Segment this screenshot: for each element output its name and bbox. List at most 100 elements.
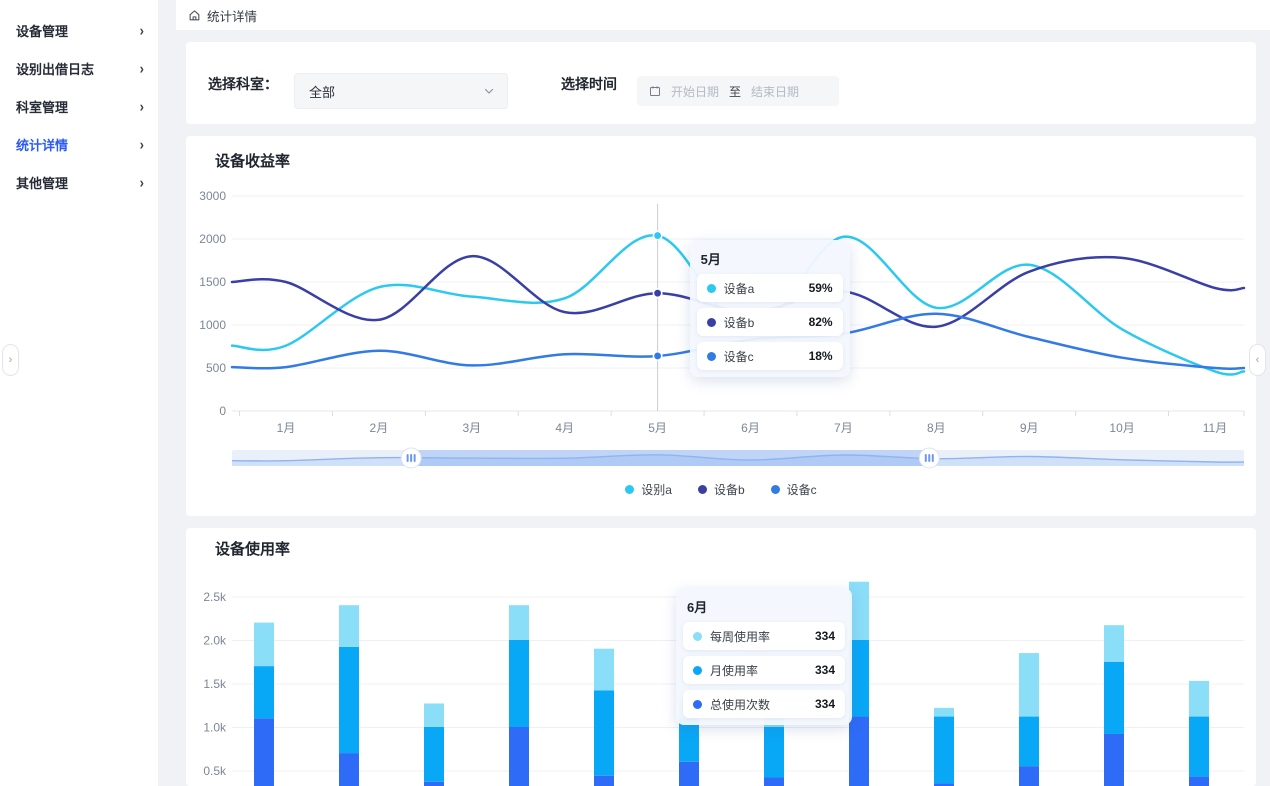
sidebar-item-device-management[interactable]: 设备管理 ›: [0, 11, 158, 49]
bar-segment-12月-月使用率[interactable]: [1189, 716, 1209, 777]
svg-text:9月: 9月: [1020, 421, 1039, 435]
svg-text:1000: 1000: [199, 318, 226, 332]
series-b-dot: [697, 485, 707, 494]
svg-text:7月: 7月: [834, 421, 853, 435]
bar-segment-1月-总使用次数[interactable]: [254, 718, 274, 786]
bar-segment-10月-月使用率[interactable]: [1019, 716, 1039, 767]
series-c-dot: [706, 351, 716, 361]
start-date-placeholder: 开始日期: [671, 84, 720, 99]
tooltip-row: 月使用率 334: [683, 656, 845, 684]
sidebar-item-statistics-detail[interactable]: 统计详情 ›: [0, 125, 158, 163]
chevron-right-icon: ›: [139, 21, 144, 39]
breadcrumb[interactable]: 统计详情: [207, 9, 258, 24]
bar-segment-1月-月使用率[interactable]: [254, 666, 274, 719]
svg-text:10月: 10月: [1109, 421, 1134, 435]
bar-segment-5月-总使用次数[interactable]: [594, 775, 614, 786]
calendar-icon: [649, 85, 661, 97]
bar-segment-11月-月使用率[interactable]: [1104, 661, 1124, 734]
series-a-dot: [625, 485, 635, 494]
end-date-placeholder: 结束日期: [751, 84, 800, 99]
bar-segment-8月-总使用次数[interactable]: [849, 716, 869, 786]
sidebar-item-lending-log[interactable]: 设别出借日志 ›: [0, 49, 158, 87]
bar-segment-3月-总使用次数[interactable]: [424, 781, 444, 786]
home-icon: [188, 9, 201, 22]
revenue-chart-legend: 设别a 设备b 设备c: [186, 481, 1256, 498]
revenue-chart-tooltip: 5月 设备a 59% 设备b 82% 设备c 18%: [689, 240, 850, 377]
bar-segment-11月-总使用次数[interactable]: [1104, 733, 1124, 786]
filter-panel: 选择科室： 全部 选择时间 开始日期 至 结束日期: [186, 42, 1256, 124]
legend-item-series-b[interactable]: 设备b: [697, 481, 745, 498]
bar-segment-5月-月使用率[interactable]: [594, 690, 614, 776]
bar-segment-8月-每周使用率[interactable]: [849, 581, 869, 640]
sidebar-item-department-management[interactable]: 科室管理 ›: [0, 87, 158, 125]
bar-segment-12月-每周使用率[interactable]: [1189, 680, 1209, 717]
bar-segment-4月-每周使用率[interactable]: [509, 605, 529, 640]
bar-segment-4月-总使用次数[interactable]: [509, 727, 529, 786]
legend-item-series-c[interactable]: 设备c: [770, 481, 817, 498]
date-separator: 至: [729, 84, 742, 99]
bar-segment-3月-每周使用率[interactable]: [424, 703, 444, 727]
svg-text:3000: 3000: [199, 189, 226, 203]
revenue-line-chart[interactable]: 0 500 1000 1500 2000 3000 1月 2月 3月 4月 5月 6月 7月 8月 9月 10…: [186, 136, 1256, 516]
bar-segment-1月-每周使用率[interactable]: [254, 622, 274, 667]
bar-segment-11月-每周使用率[interactable]: [1104, 625, 1124, 662]
department-select[interactable]: 全部: [294, 73, 508, 109]
svg-text:4月: 4月: [555, 421, 574, 435]
bar-segment-6月-总使用次数[interactable]: [679, 761, 699, 786]
bar-segment-9月-总使用次数[interactable]: [934, 783, 954, 786]
svg-text:5月: 5月: [648, 421, 667, 435]
svg-text:6月: 6月: [741, 421, 760, 435]
total-usage-dot: [693, 699, 702, 709]
usage-bar-chart[interactable]: 2.5k 2.0k 1.5k 1.0k 0.5k: [186, 528, 1256, 786]
svg-text:2.5k: 2.5k: [203, 590, 227, 604]
bar-segment-12月-总使用次数[interactable]: [1189, 776, 1209, 786]
bar-segment-8月-月使用率[interactable]: [849, 640, 869, 717]
chevron-right-icon: ›: [139, 135, 144, 153]
bar-segment-2月-月使用率[interactable]: [339, 646, 359, 754]
tooltip-title: 6月: [687, 600, 708, 615]
bar-segment-10月-总使用次数[interactable]: [1019, 766, 1039, 786]
svg-text:8月: 8月: [927, 421, 946, 435]
brush-handle-right[interactable]: [918, 447, 940, 469]
chevron-down-icon: [483, 85, 495, 97]
svg-text:3月: 3月: [462, 421, 481, 435]
bar-segment-5月-每周使用率[interactable]: [594, 648, 614, 691]
bar-segment-4月-月使用率[interactable]: [509, 640, 529, 727]
bar-segment-9月-每周使用率[interactable]: [934, 707, 954, 717]
svg-text:11月: 11月: [1203, 421, 1227, 435]
brush-handle-left[interactable]: [400, 447, 422, 469]
chevron-right-icon: ›: [139, 59, 144, 77]
svg-text:2.0k: 2.0k: [203, 634, 227, 648]
usage-chart-tooltip: 6月 每周使用率 334 月使用率 334 总使用次数 334: [676, 588, 852, 725]
svg-text:1.5k: 1.5k: [203, 677, 227, 691]
bar-segment-2月-总使用次数[interactable]: [339, 753, 359, 786]
department-label: 选择科室：: [208, 76, 278, 92]
bar-segment-7月-总使用次数[interactable]: [764, 777, 784, 786]
bar-segment-9月-月使用率[interactable]: [934, 716, 954, 784]
bar-segment-2月-每周使用率[interactable]: [339, 605, 359, 647]
series-a-dot: [706, 283, 716, 293]
tooltip-row: 每周使用率 334: [683, 622, 845, 650]
svg-text:1.0k: 1.0k: [203, 721, 227, 735]
sidebar: 设备管理 › 设别出借日志 › 科室管理 › 统计详情 › 其他管理 ›: [0, 0, 158, 786]
sidebar-item-other-management[interactable]: 其他管理 ›: [0, 163, 158, 201]
bar-segment-3月-月使用率[interactable]: [424, 727, 444, 782]
tooltip-row: 设备a 59%: [696, 274, 843, 302]
svg-text:0.5k: 0.5k: [203, 764, 227, 778]
bar-segment-7月-月使用率[interactable]: [764, 727, 784, 778]
panel-collapse-handle[interactable]: ‹: [1249, 344, 1266, 376]
legend-item-series-a[interactable]: 设别a: [625, 481, 672, 498]
svg-text:0: 0: [219, 404, 226, 418]
bar-segment-10月-每周使用率[interactable]: [1019, 653, 1039, 717]
revenue-chart-card: 设备收益率 0 500 1000 1500 2000 3000 1月 2月 3月 4月 5月 6月 7月…: [186, 136, 1256, 516]
date-range-picker[interactable]: 开始日期 至 结束日期: [637, 76, 839, 106]
time-label: 选择时间: [561, 76, 617, 92]
sidebar-item-label: 科室管理: [16, 99, 69, 115]
bar-segment-6月-月使用率[interactable]: [679, 718, 699, 762]
chevron-right-icon: ›: [139, 173, 144, 191]
sidebar-expand-handle[interactable]: ›: [2, 344, 19, 376]
svg-text:1月: 1月: [277, 421, 296, 435]
chevron-right-icon: ›: [139, 97, 144, 115]
weekly-usage-dot: [693, 631, 702, 641]
